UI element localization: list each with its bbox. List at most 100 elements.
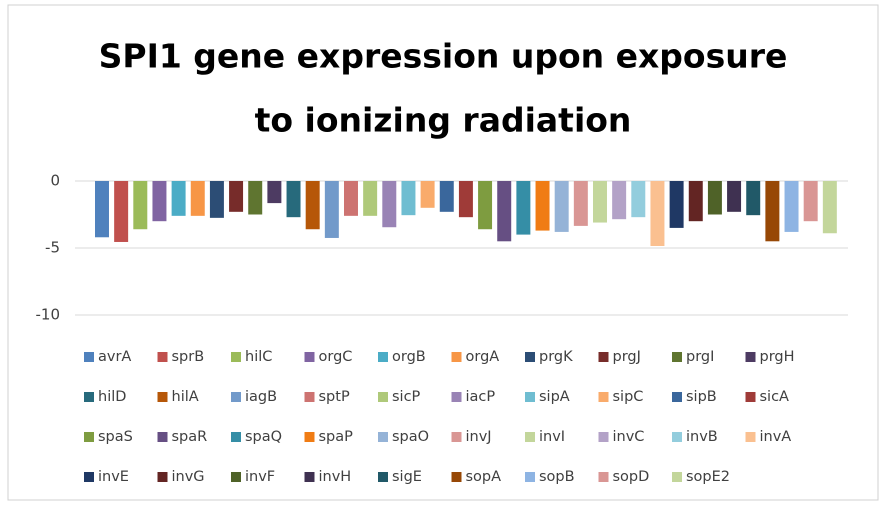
bar	[401, 181, 416, 216]
legend-label: iacP	[466, 389, 496, 405]
bar	[152, 181, 167, 222]
legend-swatch	[304, 352, 315, 362]
bar	[727, 181, 742, 212]
legend-label: sigE	[392, 469, 422, 485]
legend-swatch	[525, 472, 535, 482]
bar	[382, 181, 397, 228]
bar	[573, 181, 588, 226]
bar	[650, 181, 665, 246]
legend-swatch	[672, 352, 682, 362]
bar	[478, 181, 493, 230]
legend-swatch	[672, 392, 682, 402]
legend-swatch	[745, 432, 756, 442]
bar	[190, 181, 205, 216]
legend-label: prgH	[760, 349, 795, 365]
legend-swatch	[672, 432, 682, 442]
legend-label: invA	[760, 429, 792, 445]
legend-swatch	[84, 352, 94, 362]
legend-label: sopA	[466, 469, 502, 485]
legend-swatch	[598, 392, 609, 402]
bar	[822, 181, 837, 234]
legend-swatch	[84, 392, 94, 402]
bar	[707, 181, 722, 215]
bar	[765, 181, 780, 242]
legend-swatch	[745, 352, 756, 362]
legend-swatch	[157, 392, 168, 402]
chart-title: to ionizing radiation	[255, 101, 632, 140]
legend-label: sprB	[172, 349, 205, 365]
bar	[458, 181, 473, 218]
bar	[803, 181, 818, 222]
legend-label: orgC	[319, 349, 353, 365]
bar	[286, 181, 301, 218]
bar	[133, 181, 148, 230]
legend-swatch	[598, 352, 609, 362]
legend-swatch	[304, 432, 315, 442]
legend-label: spaP	[319, 429, 354, 445]
legend-swatch	[451, 432, 462, 442]
legend-label: invE	[98, 469, 129, 485]
chart-frame	[7, 4, 879, 501]
bar	[248, 181, 263, 215]
bar	[688, 181, 703, 222]
legend-swatch	[451, 472, 462, 482]
legend-swatch	[157, 432, 168, 442]
legend-label: iagB	[245, 389, 277, 405]
bar	[746, 181, 761, 216]
legend-label: prgJ	[613, 349, 641, 365]
bar	[324, 181, 339, 238]
legend-label: invB	[686, 429, 718, 445]
legend-swatch	[451, 352, 462, 362]
chart-title: SPI1 gene expression upon exposure	[99, 37, 788, 76]
bar	[171, 181, 186, 216]
legend-swatch	[598, 432, 609, 442]
bar	[229, 181, 244, 212]
legend-label: invF	[245, 469, 275, 485]
legend-swatch	[378, 472, 388, 482]
bar	[209, 181, 224, 218]
bar	[363, 181, 378, 216]
legend-label: orgA	[466, 349, 500, 365]
legend-label: sicP	[392, 389, 421, 405]
legend-label: sopD	[613, 469, 650, 485]
y-tick-label: -5	[45, 239, 60, 257]
bar	[305, 181, 320, 230]
bar	[612, 181, 627, 220]
legend-label: sipC	[613, 389, 644, 405]
bar	[669, 181, 684, 228]
legend-swatch	[525, 352, 535, 362]
bar	[344, 181, 358, 216]
legend-swatch	[304, 472, 315, 482]
bar	[95, 181, 109, 238]
legend-swatch	[304, 392, 315, 402]
bar	[516, 181, 531, 235]
bar	[593, 181, 607, 223]
y-tick-label: 0	[50, 172, 60, 190]
legend-label: invI	[539, 429, 565, 445]
legend-label: sicA	[760, 389, 790, 405]
legend-swatch	[84, 432, 94, 442]
legend-label: invJ	[466, 429, 492, 445]
bar	[554, 181, 569, 232]
legend-swatch	[598, 472, 609, 482]
legend-swatch	[525, 432, 535, 442]
bar	[114, 181, 129, 242]
legend-label: spaQ	[245, 429, 282, 445]
legend-swatch	[231, 472, 241, 482]
legend-swatch	[231, 352, 241, 362]
legend-label: spaR	[172, 429, 208, 445]
legend-label: sopE2	[686, 469, 730, 485]
legend-label: invH	[319, 469, 352, 485]
legend-swatch	[451, 392, 462, 402]
legend-label: avrA	[98, 349, 131, 365]
legend-swatch	[157, 352, 168, 362]
legend-swatch	[378, 432, 388, 442]
bar	[497, 181, 512, 242]
bar	[631, 181, 646, 218]
legend-swatch	[231, 432, 241, 442]
legend-label: invC	[613, 429, 645, 445]
legend-label: spaO	[392, 429, 429, 445]
legend-label: invG	[172, 469, 205, 485]
legend-label: hilA	[172, 389, 199, 405]
